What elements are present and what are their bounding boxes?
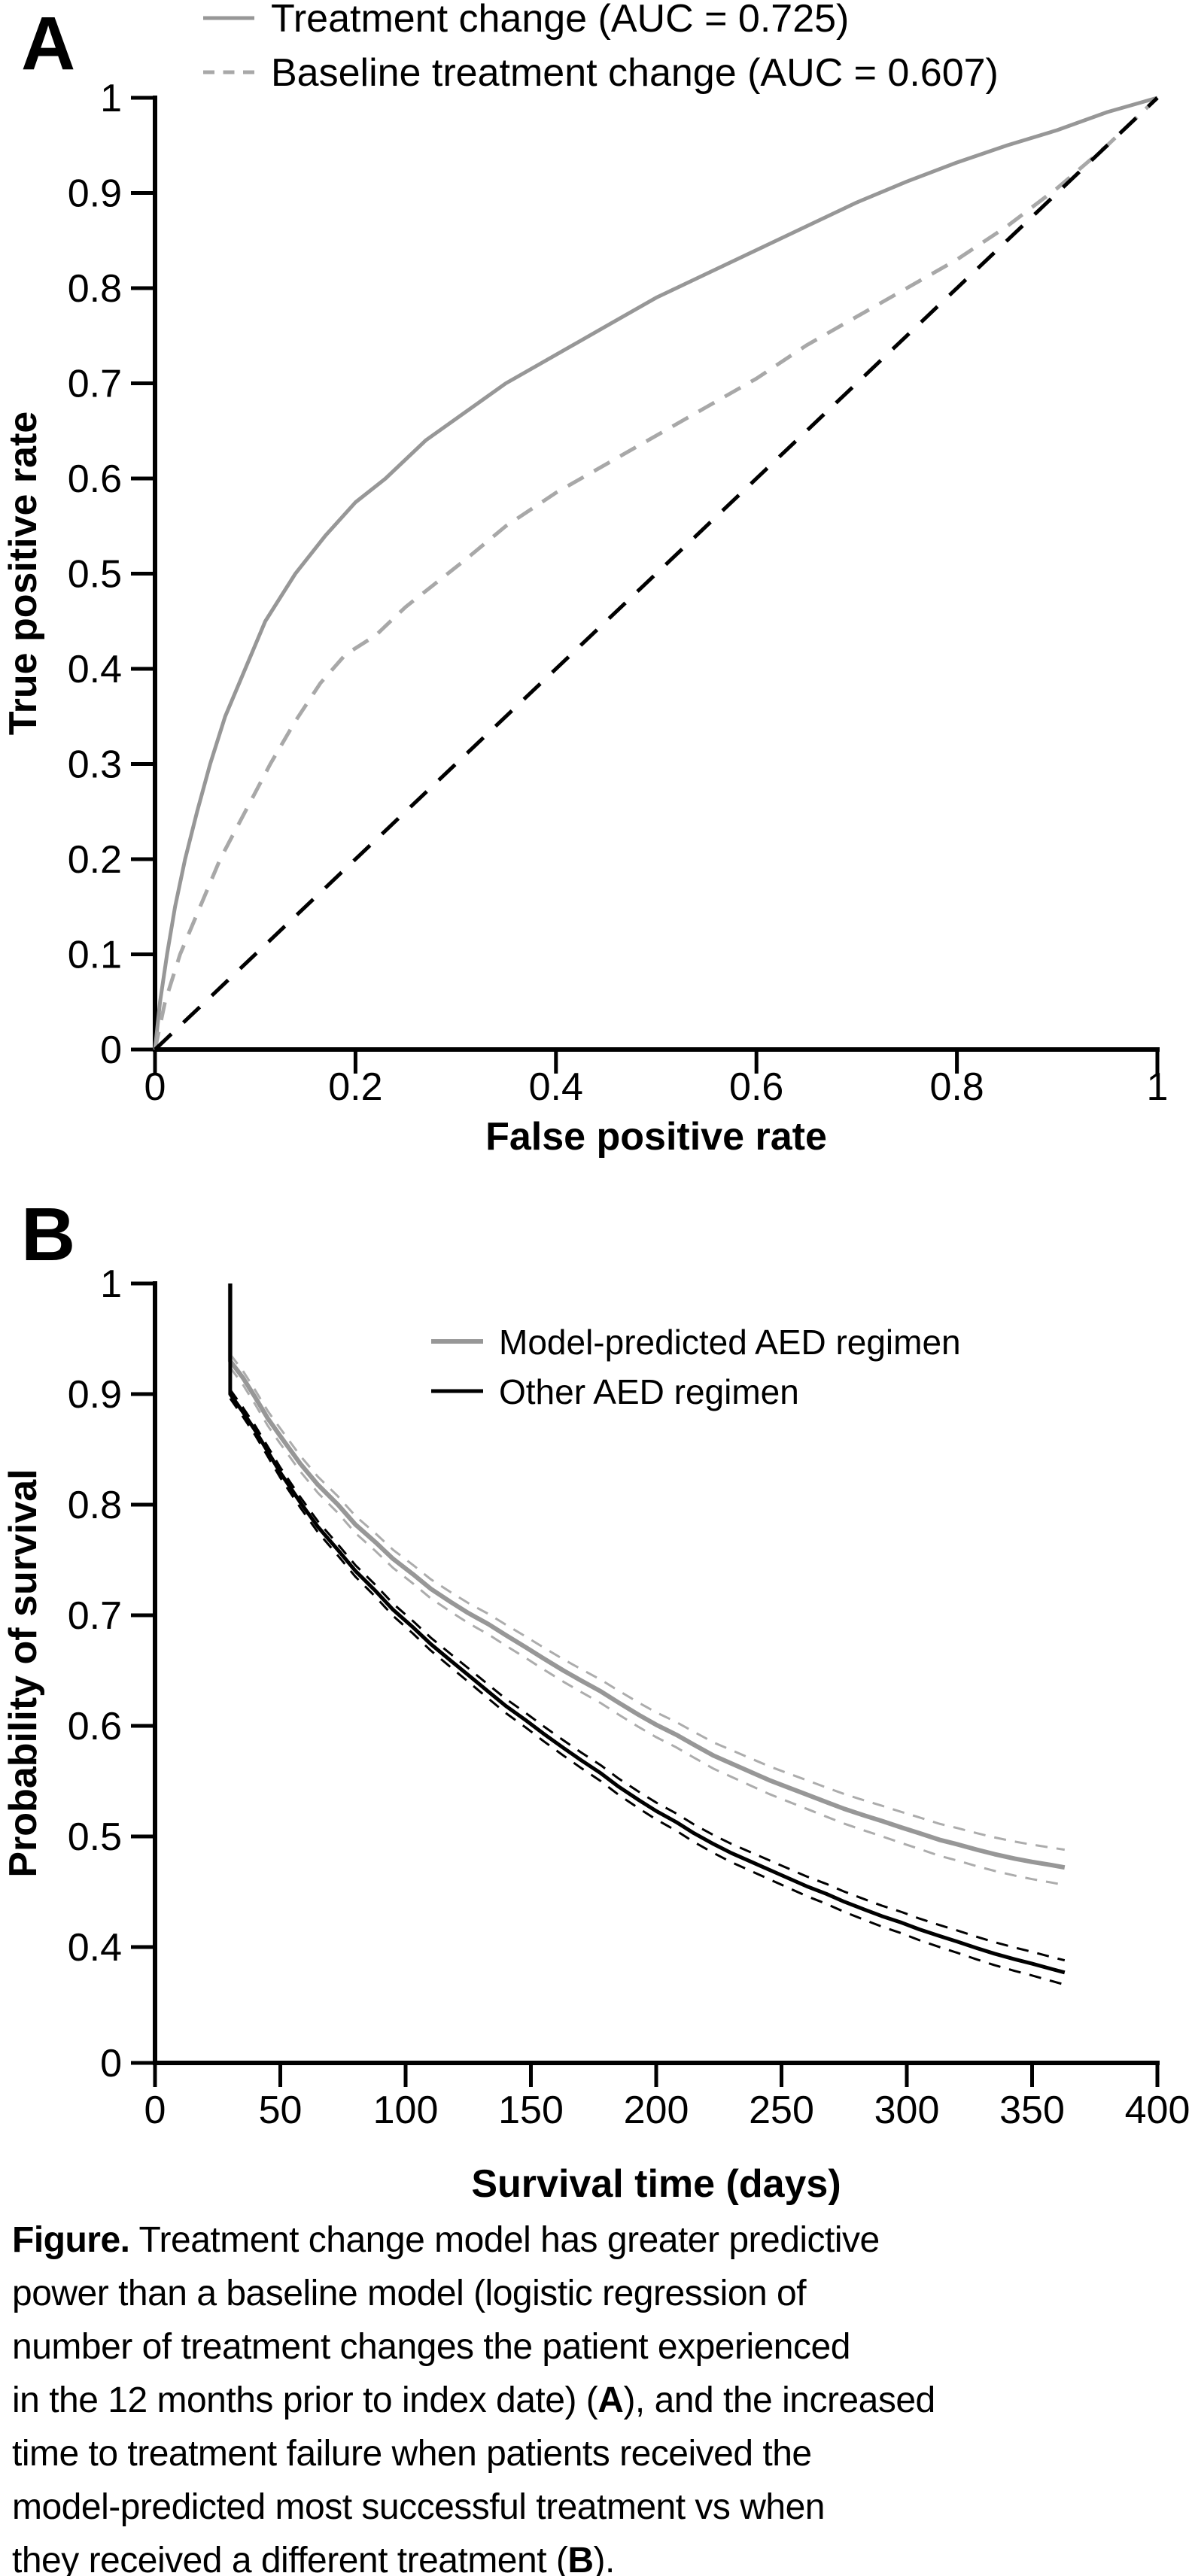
km-x-tick-label: 50	[259, 2088, 303, 2132]
roc-y-tick-label: 0.6	[68, 457, 122, 501]
km-x-tick-label: 0	[144, 2088, 166, 2132]
km-y-tick-label: 0	[100, 2042, 122, 2085]
caption-line: they received a different treatment (B).	[12, 2541, 615, 2576]
km-y-tick-label: 0.7	[68, 1594, 122, 1638]
roc-y-axis-label: True positive rate	[2, 412, 45, 736]
km-y-tick-label: 0.9	[68, 1373, 122, 1417]
km-x-tick-label: 200	[624, 2088, 689, 2132]
roc-legend: Treatment change (AUC = 0.725) Baseline …	[203, 0, 999, 95]
roc-y-tick-label: 0.2	[68, 838, 122, 882]
figure-caption: Figure. Treatment change model has great…	[12, 2213, 1183, 2576]
km-y-tick-label: 0.5	[68, 1815, 122, 1859]
km-plot-area	[227, 1283, 1066, 1986]
roc-x-tick-label: 1	[1147, 1065, 1169, 1109]
roc-x-tick-label: 0.2	[328, 1065, 382, 1109]
roc-axes: 0 0.2 0.4 0.6 0.8 1 0 0.1 0.2 0.3 0.4 0.5 0.6 0.7 0.8 0…	[68, 77, 1169, 1109]
roc-y-tick-label: 1	[100, 77, 122, 120]
caption-line: power than a baseline model (logistic re…	[12, 2274, 807, 2313]
legend-label-treatment-change: Treatment change (AUC = 0.725)	[271, 0, 849, 41]
roc-plot-area	[153, 96, 1159, 1051]
panel-a-letter: A	[21, 2, 75, 86]
km-y-tick-label: 0.6	[68, 1705, 122, 1748]
km-x-axis-label: Survival time (days)	[471, 2162, 841, 2206]
caption-line: model-predicted most successful treatmen…	[12, 2487, 825, 2527]
roc-y-tick-label: 0.9	[68, 172, 122, 216]
caption-line: in the 12 months prior to index date) (A…	[12, 2380, 935, 2420]
km-y-tick-label: 0.4	[68, 1926, 122, 1970]
roc-curve-0	[153, 96, 1158, 1050]
roc-x-tick-label: 0	[144, 1065, 166, 1109]
km-legend: Model-predicted AED regimen Other AED re…	[431, 1323, 961, 1411]
km-curve-1	[228, 1283, 1066, 1975]
caption-line: Figure. Treatment change model has great…	[12, 2220, 880, 2260]
km-curve-0	[227, 1283, 1066, 1870]
legend-label-baseline-treatment-change: Baseline treatment change (AUC = 0.607)	[271, 51, 999, 95]
caption-line: number of treatment changes the patient …	[12, 2327, 850, 2367]
roc-x-tick-label: 0.4	[529, 1065, 583, 1109]
roc-curve-2	[154, 96, 1159, 1051]
km-axes: 0 50 100 150 200 250 300 350 400 1 0.9 0.8 0.7 0.6 0.5…	[68, 1262, 1190, 2132]
km-x-tick-label: 100	[373, 2088, 439, 2132]
roc-x-tick-label: 0.6	[729, 1065, 783, 1109]
roc-y-tick-label: 0.7	[68, 363, 122, 406]
panel-b-letter: B	[21, 1192, 75, 1277]
roc-curve-1	[153, 96, 1159, 1050]
km-x-tick-label: 300	[874, 2088, 940, 2132]
roc-x-tick-label: 0.8	[929, 1065, 984, 1109]
legend-label-model-predicted: Model-predicted AED regimen	[499, 1323, 961, 1362]
km-ci-lower-0	[229, 1366, 1066, 1887]
km-x-tick-label: 150	[498, 2088, 564, 2132]
caption-line: time to treatment failure when patients …	[12, 2434, 812, 2474]
km-y-tick-label: 0.8	[68, 1484, 122, 1527]
roc-y-tick-label: 0.8	[68, 267, 122, 311]
km-ci-upper-0	[229, 1353, 1066, 1852]
km-ci-upper-1	[229, 1389, 1066, 1962]
roc-x-axis-label: False positive rate	[485, 1115, 827, 1159]
roc-y-tick-label: 0.1	[68, 934, 122, 977]
legend-label-other-regimen: Other AED regimen	[499, 1372, 799, 1411]
roc-y-tick-label: 0.5	[68, 553, 122, 597]
km-x-tick-label: 350	[999, 2088, 1065, 2132]
roc-y-tick-label: 0	[100, 1028, 122, 1072]
km-x-tick-label: 250	[749, 2088, 814, 2132]
km-x-tick-label: 400	[1125, 2088, 1190, 2132]
roc-y-tick-label: 0.4	[68, 648, 122, 691]
roc-y-tick-label: 0.3	[68, 743, 122, 787]
km-y-axis-label: Probability of survival	[2, 1469, 45, 1877]
km-ci-lower-1	[229, 1398, 1066, 1986]
km-y-tick-label: 1	[100, 1262, 122, 1306]
